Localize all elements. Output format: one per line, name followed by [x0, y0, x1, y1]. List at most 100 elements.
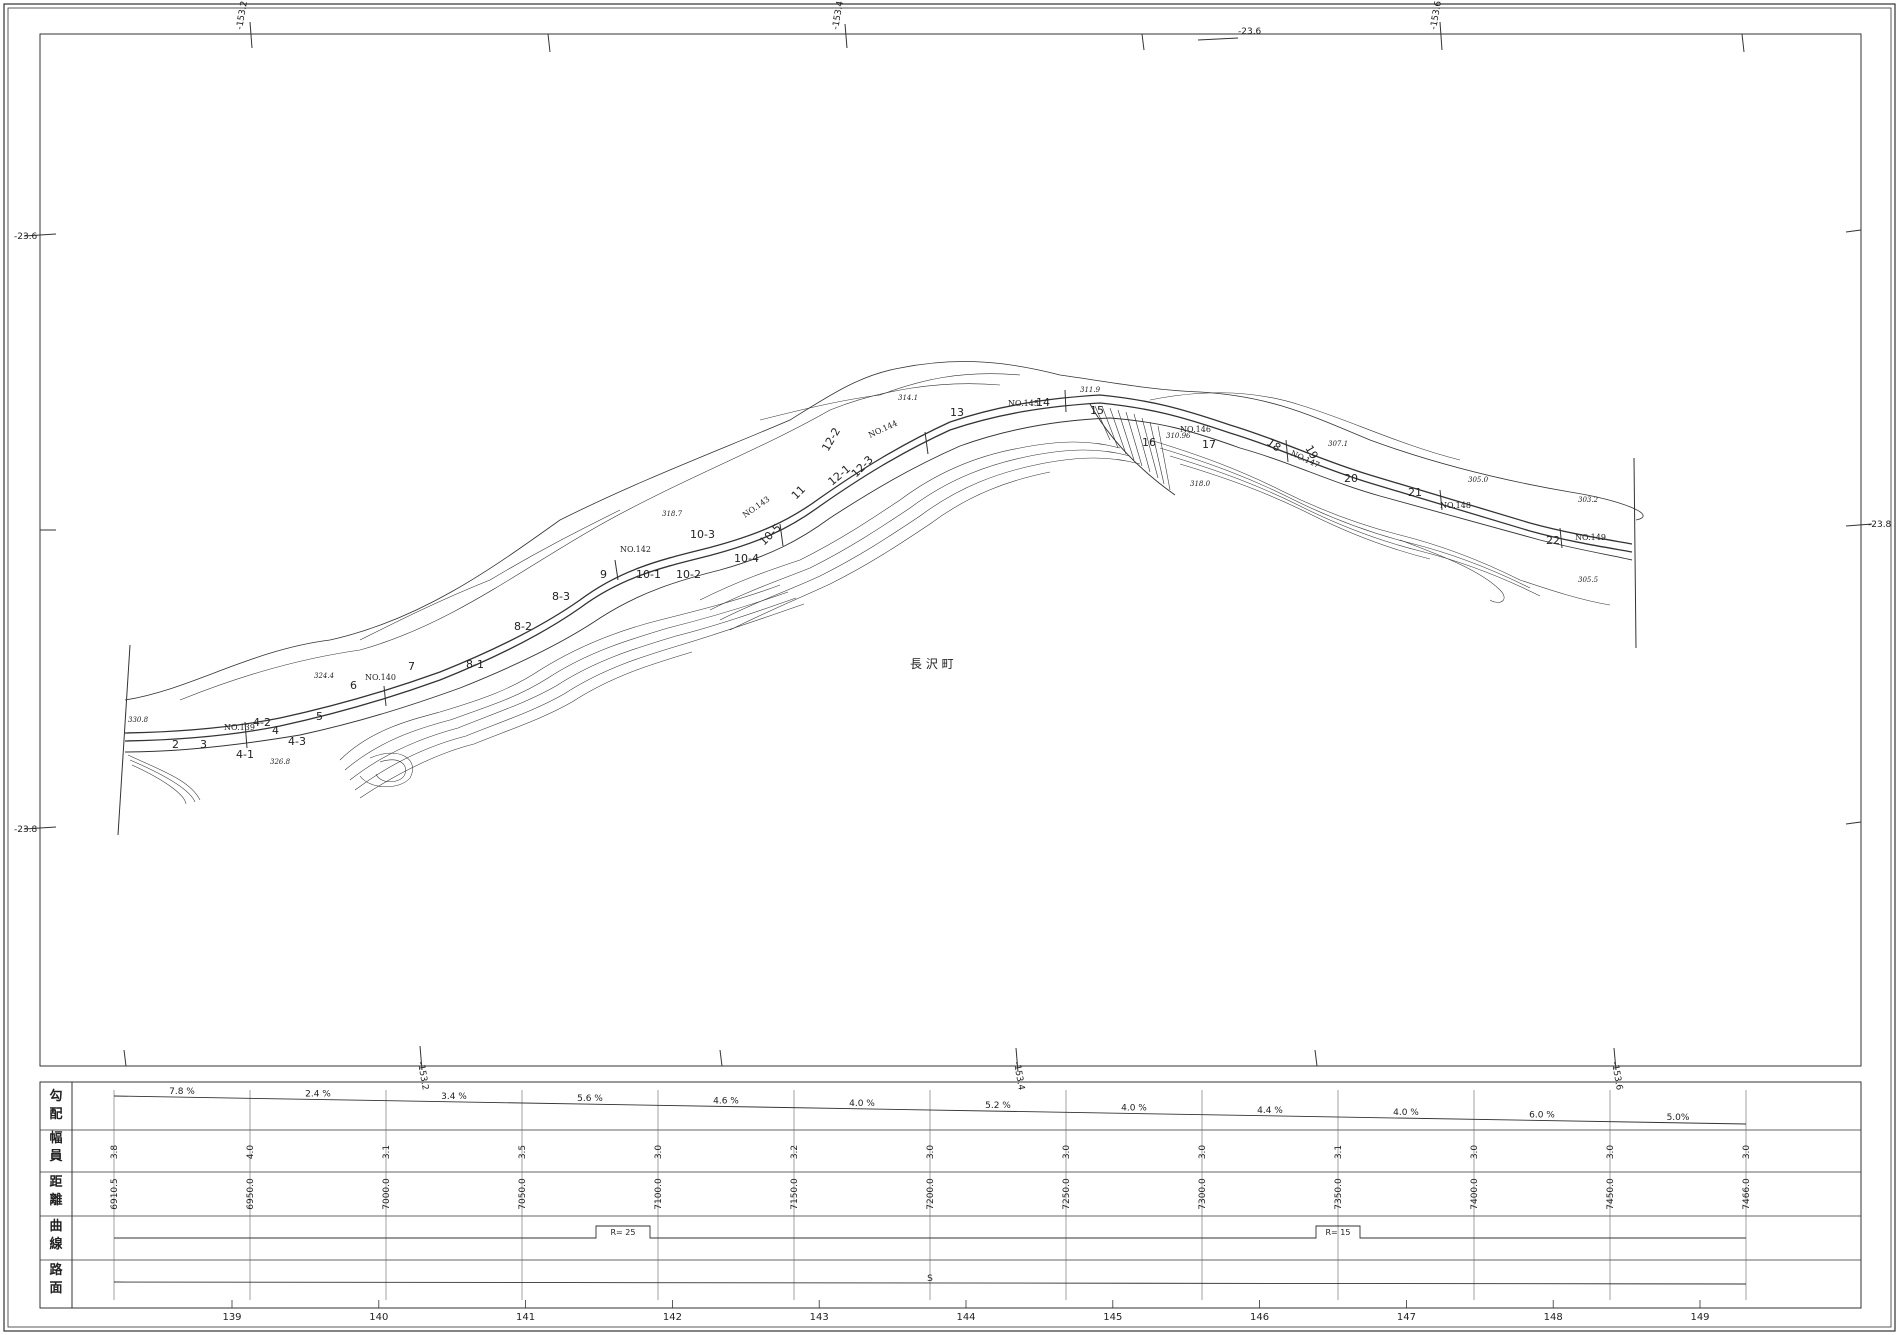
- surface-line: [113, 1281, 1747, 1285]
- gradient-value: 5.2 %: [985, 1101, 1011, 1111]
- grid-label-top-1: -153.2: [235, 0, 250, 30]
- town-name: 長 沢 町: [910, 657, 954, 671]
- outer-frame: [3, 3, 1896, 1332]
- distance-value: 7150.0: [790, 1178, 800, 1210]
- curve-radius-label: R= 15: [1326, 1228, 1351, 1237]
- elevation-label: 318.0: [1190, 480, 1211, 488]
- station-number: 147: [1397, 1312, 1416, 1323]
- road-map: [117, 361, 1644, 836]
- section-labels: 2 3 4-1 4-2 4-3 4 5 6 7 8-1 8-2 8-3 9 10…: [172, 396, 1560, 761]
- road-curb-south: [124, 417, 1633, 753]
- elevation-labels: 330.8 324.4 318.7 314.1 311.9 310.96 307…: [128, 386, 1599, 766]
- width-value: 3.0: [1198, 1145, 1208, 1160]
- profile-row-labels: 勾配 幅員 距離 曲線 路面: [48, 1088, 63, 1296]
- profile-row-dividers: [40, 1129, 1861, 1261]
- station-ticks: [244, 389, 1563, 749]
- width-value: 3.2: [790, 1145, 800, 1159]
- section-label: 4-3: [288, 735, 306, 748]
- section-label: 18: [1264, 436, 1283, 455]
- profile-table: 勾配 幅員 距離 曲線 路面 7.8 % 2.4 % 3.4 % 5.6 % 4.6 %…: [39, 1081, 1862, 1323]
- width-value: 3.8: [110, 1145, 120, 1160]
- station-number: 148: [1544, 1312, 1563, 1323]
- station-number: 143: [810, 1312, 829, 1323]
- start-line: [117, 644, 131, 836]
- section-label: 6: [350, 679, 357, 692]
- grid-label-top-3: -23.6: [1238, 27, 1262, 37]
- station-number: 140: [369, 1312, 388, 1323]
- end-line: [1633, 457, 1637, 649]
- elevation-label: 330.8: [128, 716, 149, 724]
- section-label: 10-1: [636, 568, 661, 581]
- width-value: 4.0: [246, 1145, 256, 1160]
- section-label: 16: [1142, 436, 1156, 449]
- elevation-label: 326.8: [270, 758, 291, 766]
- distance-value: 6910.5: [110, 1178, 120, 1210]
- map-frame: [39, 33, 1862, 1067]
- curve-line: [114, 1225, 1746, 1239]
- section-label: 7: [408, 660, 415, 673]
- gradient-value: 7.8 %: [169, 1087, 195, 1097]
- hatched-cut-area: [1089, 403, 1176, 496]
- station-number: 142: [663, 1312, 682, 1323]
- station-labels: NO.139 NO.140 NO.142 NO.143 NO.144 NO.14…: [224, 399, 1606, 732]
- station-label-145: NO.145: [1008, 399, 1039, 408]
- section-label: 9: [600, 568, 607, 581]
- section-label: 4-1: [236, 748, 254, 761]
- gradient-value: 6.0 %: [1529, 1111, 1555, 1121]
- section-label: 19: [1302, 443, 1320, 462]
- row-label-width: 幅員: [48, 1130, 62, 1164]
- distance-value: 7466.0: [1742, 1178, 1752, 1210]
- station-label-149: NO.149: [1575, 533, 1606, 542]
- elevation-label: 303.2: [1578, 496, 1599, 504]
- section-label: 2: [172, 738, 179, 751]
- station-label-139: NO.139: [224, 723, 255, 732]
- elevation-label: 305.5: [1578, 576, 1599, 584]
- curve-radius-label: R= 25: [611, 1228, 636, 1237]
- grid-label-right-1: -23.8: [1868, 520, 1892, 530]
- section-label: 4: [272, 724, 279, 737]
- grid-label-left-1: -23.6: [14, 232, 38, 242]
- road-edge-south: [124, 402, 1633, 742]
- section-label: 10-3: [690, 528, 715, 541]
- width-value: 3.0: [1606, 1145, 1616, 1160]
- width-value: 3.0: [654, 1145, 664, 1160]
- gradient-value: 5.0%: [1667, 1113, 1690, 1123]
- grid-labels: -153.2 -153.4 -23.6 -153.6 -23.6 -23.8 -…: [14, 0, 1892, 1091]
- contour-lines: [127, 439, 1611, 805]
- terrain-outline-north-5: [359, 509, 621, 641]
- section-label: 17: [1202, 438, 1216, 451]
- station-label-142: NO.142: [620, 545, 651, 554]
- gradient-value: 5.6 %: [577, 1094, 603, 1104]
- terrain-outline-north-4: [759, 373, 1021, 421]
- station-label-143: NO.143: [741, 495, 771, 520]
- surface-type-label: S: [927, 1274, 933, 1284]
- distance-value: 7250.0: [1062, 1178, 1072, 1210]
- width-value: 3.0: [1470, 1145, 1480, 1160]
- gradient-value: 4.6 %: [713, 1097, 739, 1107]
- section-label: 20: [1344, 472, 1358, 485]
- grid-label-bottom-3: -153.6: [1609, 1061, 1624, 1092]
- grid-label-bottom-1: -153.2: [415, 1061, 430, 1091]
- distance-value: 7400.0: [1470, 1178, 1480, 1210]
- station-label-146: NO.146: [1180, 425, 1211, 434]
- width-value: 3.0: [926, 1145, 936, 1160]
- station-number: 149: [1690, 1312, 1709, 1323]
- section-label: 15: [1090, 404, 1104, 417]
- station-number: 146: [1250, 1312, 1269, 1323]
- row-label-distance: 距離: [49, 1175, 62, 1208]
- row-label-surface: 路面: [49, 1262, 63, 1296]
- elevation-label: 311.9: [1080, 386, 1101, 394]
- distance-value: 7300.0: [1198, 1178, 1208, 1210]
- grid-ticks: [23, 21, 1873, 1073]
- elevation-label: 314.1: [898, 394, 918, 402]
- section-label: 4-2: [253, 716, 271, 729]
- distance-value: 7050.0: [518, 1178, 528, 1210]
- distance-value: 7100.0: [654, 1178, 664, 1210]
- row-label-gradient-a: 勾配: [49, 1088, 62, 1122]
- grid-label-left-2: -23.8: [14, 825, 38, 835]
- gradient-value: 4.0 %: [849, 1099, 875, 1109]
- section-label: 12-3: [849, 453, 876, 480]
- gradient-value: 2.4 %: [305, 1090, 331, 1100]
- distance-value: 7200.0: [926, 1178, 936, 1210]
